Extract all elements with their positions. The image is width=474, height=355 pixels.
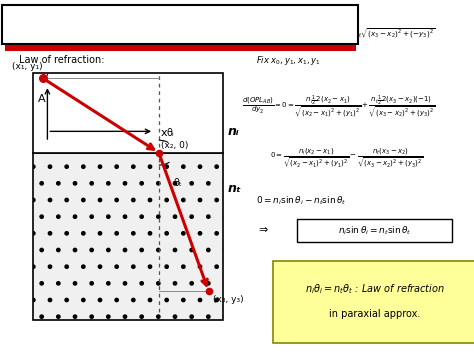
Text: (x₃, y₃): (x₃, y₃) (213, 295, 244, 304)
Text: y: y (42, 72, 48, 82)
Bar (33, 153, 223, 320)
Text: nₜ: nₜ (228, 182, 241, 195)
FancyBboxPatch shape (2, 5, 358, 44)
Text: $\mathit{n_i\theta_i = n_t\theta_t}$ : Law of refraction: $\mathit{n_i\theta_i = n_t\theta_t}$ : L… (304, 283, 445, 296)
Text: (x₁, y₁): (x₁, y₁) (12, 62, 43, 71)
Text: $n_i\sin\theta_i = n_t\sin\theta_t$: $n_i\sin\theta_i = n_t\sin\theta_t$ (337, 224, 411, 237)
Text: $\mathit{Fix}\ x_0, y_1, x_1, y_1$: $\mathit{Fix}\ x_0, y_1, x_1, y_1$ (256, 54, 320, 67)
Text: nᵢ: nᵢ (228, 125, 239, 138)
Text: x: x (161, 128, 168, 138)
FancyBboxPatch shape (273, 261, 474, 343)
Text: Law of refraction:: Law of refraction: (19, 55, 104, 65)
Bar (5, 43, 356, 51)
Text: $OPL_{AB} = n_i\sqrt{(x_2-x_1)^2+(y_1)^2} + n_t\sqrt{(x_3-x_2)^2+(-y_3)^2}$: $OPL_{AB} = n_i\sqrt{(x_2-x_1)^2+(y_1)^2… (242, 27, 436, 41)
Bar (33, 73, 223, 153)
Text: $0 = n_i\sin\theta_i - n_t\sin\theta_t$: $0 = n_i\sin\theta_i - n_t\sin\theta_t$ (256, 194, 346, 207)
Text: θₜ: θₜ (173, 178, 182, 188)
Text: in paraxial approx.: in paraxial approx. (329, 309, 420, 319)
Text: (x₂, 0): (x₂, 0) (161, 141, 189, 150)
Text: Fermat’s Principle:  Law of Refraction: Fermat’s Principle: Law of Refraction (1, 16, 355, 34)
Text: $\Rightarrow$: $\Rightarrow$ (256, 224, 269, 234)
Text: $0 = \dfrac{n_i(x_2-x_1)}{\sqrt{(x_2-x_1)^2+(y_1)^2}} - \dfrac{n_t(x_3-x_2)}{\sq: $0 = \dfrac{n_i(x_2-x_1)}{\sqrt{(x_2-x_1… (270, 146, 424, 170)
FancyBboxPatch shape (297, 219, 452, 242)
Text: $\dfrac{d(OPL_{AB})}{dy_2} = 0 = \dfrac{n_i\frac{1}{2}2(x_2-x_1)}{\sqrt{(x_2-x_1: $\dfrac{d(OPL_{AB})}{dy_2} = 0 = \dfrac{… (242, 93, 435, 120)
Text: θᵢ: θᵢ (167, 128, 174, 138)
Text: A: A (38, 94, 46, 104)
